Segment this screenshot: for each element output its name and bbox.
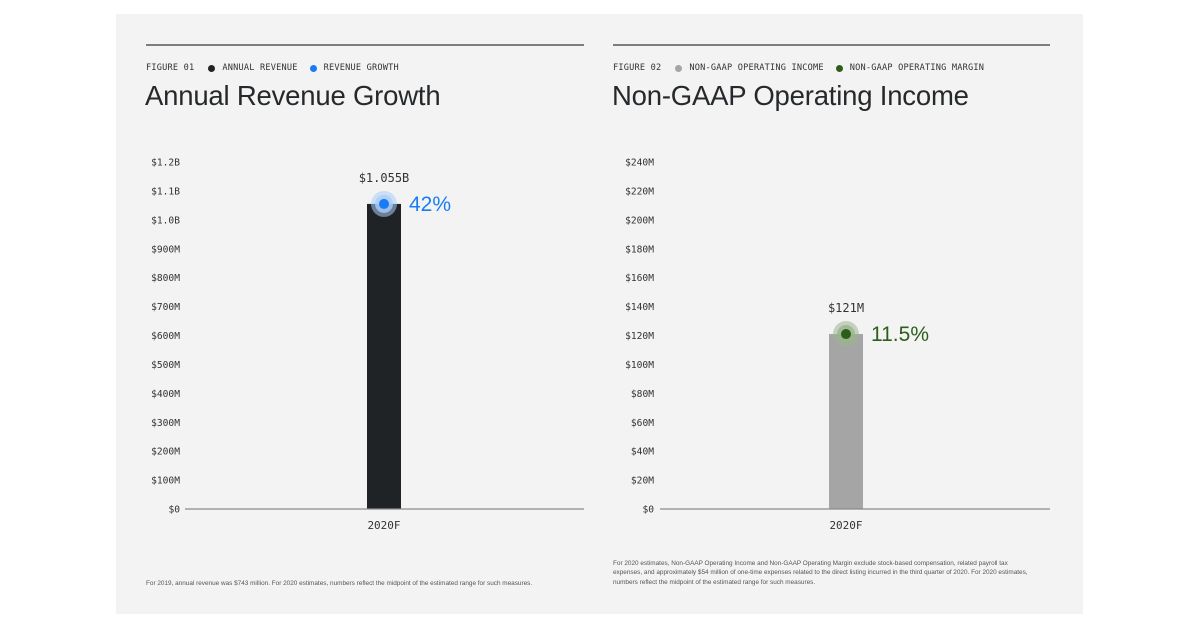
figures-panel: FIGURE 01 ANNUAL REVENUE REVENUE GROWTH … — [116, 14, 1083, 614]
legend: FIGURE 02 NON-GAAP OPERATING INCOME NON-… — [613, 63, 996, 73]
y-tick-label: $0 — [642, 505, 654, 516]
bar-2020f — [367, 203, 401, 509]
legend-dot-icon — [309, 64, 317, 72]
y-tick-label: $100M — [625, 360, 654, 371]
figure-number: FIGURE 01 — [146, 63, 195, 73]
footnote: For 2019, annual revenue was $743 millio… — [146, 580, 533, 587]
y-tick-label: $20M — [631, 476, 654, 487]
y-tick-label: $800M — [151, 273, 180, 284]
legend-label: REVENUE GROWTH — [323, 63, 399, 73]
y-tick-label: $200M — [625, 215, 654, 226]
legend-item-revenue-growth: REVENUE GROWTH — [309, 63, 399, 73]
y-tick-label: $1.2B — [151, 158, 180, 169]
growth-value-label: 42% — [409, 193, 451, 216]
legend-item-non-gaap-operating-income: NON-GAAP OPERATING INCOME — [675, 63, 824, 73]
y-tick-label: $140M — [625, 302, 654, 313]
figure-annual-revenue: FIGURE 01 ANNUAL REVENUE REVENUE GROWTH … — [145, 14, 584, 614]
bar-value-label: $121M — [828, 301, 864, 315]
y-tick-label: $80M — [631, 389, 654, 400]
y-tick-label: $600M — [151, 331, 180, 342]
chart-title: Non-GAAP Operating Income — [612, 80, 969, 111]
legend-label: NON-GAAP OPERATING MARGIN — [849, 63, 985, 73]
y-tick-label: $60M — [631, 418, 654, 429]
y-tick-label: $240M — [625, 158, 654, 169]
y-tick-label: $300M — [151, 418, 180, 429]
footnote: For 2020 estimates, Non-GAAP Operating I… — [613, 560, 1028, 586]
legend-dot-icon — [835, 64, 843, 72]
bar-chart-annual-revenue: $0 $100M $200M $300M $400M $500M $600M $700M $80… — [151, 158, 584, 532]
x-tick-label: 2020F — [367, 519, 400, 532]
y-tick-label: $1.0B — [151, 215, 180, 226]
y-tick-label: $40M — [631, 447, 654, 458]
legend-label: ANNUAL REVENUE — [222, 63, 298, 73]
legend-dot-icon — [675, 64, 683, 72]
x-tick-label: 2020F — [829, 519, 862, 532]
legend-item-annual-revenue: ANNUAL REVENUE — [208, 63, 297, 73]
growth-marker — [833, 321, 859, 348]
growth-value-label: 11.5% — [871, 323, 929, 346]
y-tick-label: $220M — [625, 186, 654, 197]
growth-marker — [371, 190, 397, 217]
figure-non-gaap-operating-income: FIGURE 02 NON-GAAP OPERATING INCOME NON-… — [612, 14, 1050, 614]
legend-dot-icon — [208, 64, 216, 72]
y-tick-label: $1.1B — [151, 186, 180, 197]
y-tick-label: $120M — [625, 331, 654, 342]
y-tick-label: $200M — [151, 447, 180, 458]
y-tick-label: $500M — [151, 360, 180, 371]
legend-item-non-gaap-operating-margin: NON-GAAP OPERATING MARGIN — [835, 63, 985, 73]
marker-dot — [379, 198, 389, 209]
y-tick-label: $0 — [168, 505, 180, 516]
chart-title: Annual Revenue Growth — [145, 80, 441, 111]
figure-top-rule — [613, 44, 1050, 46]
y-tick-label: $180M — [625, 244, 654, 255]
legend: FIGURE 01 ANNUAL REVENUE REVENUE GROWTH — [146, 63, 411, 73]
y-tick-label: $900M — [151, 244, 180, 255]
bar-2020f — [829, 334, 863, 509]
y-tick-label: $160M — [625, 273, 654, 284]
figure-top-rule — [146, 44, 584, 46]
bar-value-label: $1.055B — [359, 171, 410, 185]
legend-label: NON-GAAP OPERATING INCOME — [689, 63, 824, 73]
bar-chart-non-gaap-operating-income: $0 $20M $40M $60M $80M $100M $120M $140M $160M $1… — [625, 158, 1050, 532]
y-tick-label: $700M — [151, 302, 180, 313]
marker-dot — [841, 329, 851, 340]
y-tick-label: $100M — [151, 476, 180, 487]
figure-number: FIGURE 02 — [613, 63, 662, 73]
y-tick-label: $400M — [151, 389, 180, 400]
